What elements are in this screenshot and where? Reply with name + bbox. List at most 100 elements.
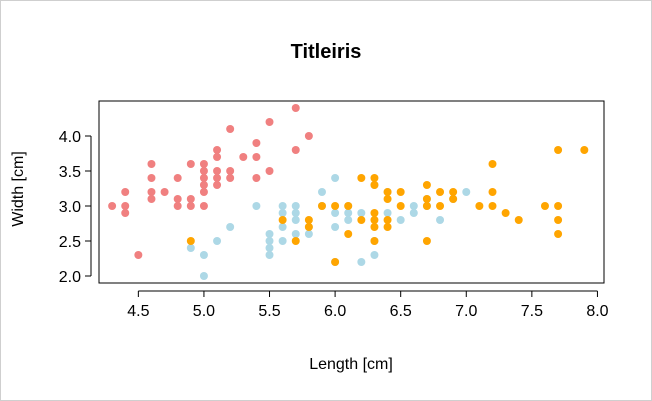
data-point [396, 188, 405, 196]
x-axis: 4.5 5.0 5.5 6.0 6.5 7.0 7.5 8.0 [127, 290, 609, 320]
data-point [422, 195, 431, 203]
data-point [540, 202, 549, 210]
data-point [449, 188, 458, 196]
series-3 [186, 146, 589, 266]
data-point [121, 188, 130, 196]
x-tick-label: 4.5 [127, 303, 149, 320]
series-2 [186, 174, 471, 280]
data-point [199, 251, 208, 259]
data-point [331, 209, 340, 217]
y-tick-label: 3.0 [59, 199, 81, 216]
data-point [291, 237, 300, 245]
data-point [383, 223, 392, 231]
data-point [186, 244, 195, 252]
data-point [383, 195, 392, 203]
data-point [173, 195, 182, 203]
data-point [422, 237, 431, 245]
chart-title: Titleiris [290, 41, 362, 63]
data-point [252, 174, 261, 182]
data-point [278, 237, 287, 245]
x-tick-label: 6.0 [324, 303, 346, 320]
data-point [213, 153, 222, 161]
data-point [186, 237, 195, 245]
data-point [252, 139, 261, 147]
data-point [199, 181, 208, 189]
data-point [304, 230, 313, 238]
data-point [488, 202, 497, 210]
data-point [554, 146, 563, 154]
data-point [488, 160, 497, 168]
data-point [317, 188, 326, 196]
data-point [173, 202, 182, 210]
data-point [186, 202, 195, 210]
plot-area-border [98, 100, 605, 284]
data-point [422, 202, 431, 210]
x-tick-label: 5.0 [193, 303, 215, 320]
data-point [121, 209, 130, 217]
data-point [160, 188, 169, 196]
data-point [357, 216, 366, 224]
data-point [291, 146, 300, 154]
data-point [396, 216, 405, 224]
data-point [173, 174, 182, 182]
x-axis-label: Length [cm] [309, 356, 393, 373]
data-point [121, 202, 130, 210]
data-point [370, 174, 379, 182]
data-point [147, 195, 156, 203]
data-point [213, 174, 222, 182]
data-point [331, 202, 340, 210]
data-point [265, 237, 274, 245]
data-point [134, 251, 143, 259]
data-point [357, 174, 366, 182]
data-point [383, 188, 392, 196]
data-point [199, 167, 208, 175]
data-point [317, 202, 326, 210]
data-point [226, 174, 235, 182]
data-point [265, 251, 274, 259]
data-point [436, 188, 445, 196]
data-point [199, 174, 208, 182]
data-point [108, 202, 117, 210]
data-point [501, 209, 510, 217]
data-point [370, 181, 379, 189]
x-tick-label: 6.5 [390, 303, 412, 320]
data-point [554, 202, 563, 210]
data-point [383, 216, 392, 224]
data-point [304, 132, 313, 140]
data-point [199, 188, 208, 196]
data-point [331, 223, 340, 231]
data-point [554, 230, 563, 238]
data-point [252, 202, 261, 210]
data-point [186, 195, 195, 203]
x-tick-label: 8.0 [586, 303, 608, 320]
data-point [291, 209, 300, 217]
data-point [370, 251, 379, 259]
data-point [213, 167, 222, 175]
y-axis: 2.0 2.5 3.0 3.5 4.0 [59, 129, 92, 286]
data-point [186, 160, 195, 168]
data-point [213, 181, 222, 189]
data-point [514, 216, 523, 224]
data-point [449, 195, 458, 203]
data-point [226, 125, 235, 133]
data-point [488, 188, 497, 196]
data-point [199, 160, 208, 168]
data-point [422, 181, 431, 189]
data-point [265, 244, 274, 252]
data-point [344, 209, 353, 217]
y-axis-label: Width [cm] [10, 151, 27, 227]
y-tick-label: 3.5 [59, 164, 81, 181]
data-point [344, 216, 353, 224]
data-point [265, 118, 274, 126]
data-point [462, 188, 471, 196]
data-point [265, 167, 274, 175]
data-point [239, 153, 248, 161]
data-point [396, 202, 405, 210]
data-point [199, 202, 208, 210]
data-point [147, 188, 156, 196]
data-point [278, 216, 287, 224]
data-point [331, 258, 340, 266]
x-tick-label: 7.5 [521, 303, 543, 320]
data-point [278, 209, 287, 217]
